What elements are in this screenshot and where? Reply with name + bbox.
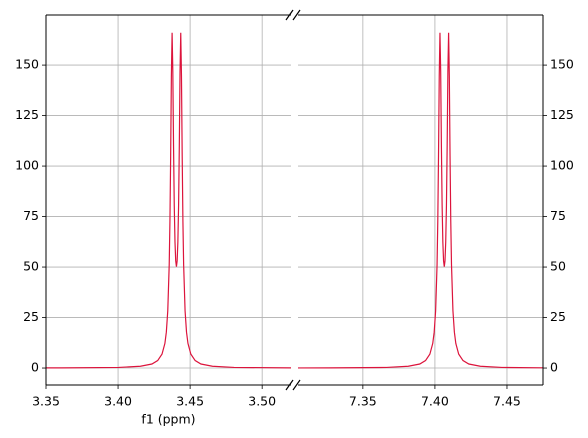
y-tick-label: 100 [15, 158, 39, 173]
spectrum-line [297, 32, 544, 369]
y-tick-label: 125 [550, 107, 574, 122]
y-tick-label: 150 [550, 57, 574, 72]
x-tick-label: 7.35 [349, 394, 377, 409]
y-tick-label: 150 [15, 57, 39, 72]
x-tick-label: 3.50 [248, 394, 276, 409]
y-tick-label: 50 [550, 259, 566, 274]
axis-break-marks [285, 9, 301, 391]
y-tick-label: 100 [550, 158, 574, 173]
x-tick-label: 7.45 [493, 394, 521, 409]
y-tick-label: 25 [23, 309, 39, 324]
y-tick-label: 75 [23, 208, 39, 223]
y-tick-label: 125 [15, 107, 39, 122]
y-tick-label: 0 [550, 360, 558, 375]
x-tick-label: 3.35 [32, 394, 60, 409]
x-tick-label: 7.40 [421, 394, 449, 409]
y-tick-label: 75 [550, 208, 566, 223]
x-tick-label: 3.45 [176, 394, 204, 409]
y-tick-label: 0 [31, 360, 39, 375]
x-tick-label: 3.40 [104, 394, 132, 409]
y-tick-label: 50 [23, 259, 39, 274]
x-axis-label: f1 (ppm) [141, 412, 195, 427]
y-tick-label: 25 [550, 309, 566, 324]
spectrum-line [45, 32, 292, 369]
